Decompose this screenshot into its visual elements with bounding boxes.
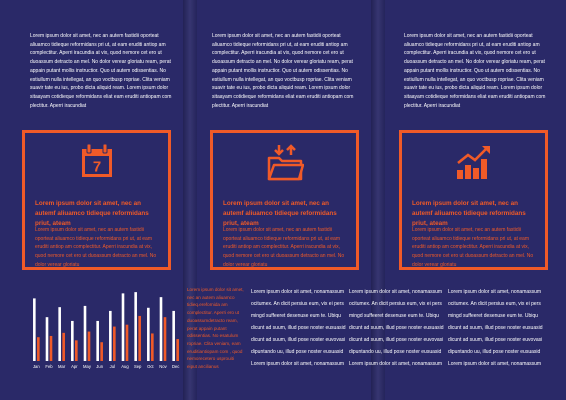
text-line: dipuntando uu, illud pose noster eusuasi… (349, 349, 442, 355)
feature-body: Lorem ipsum dolor sit amet, nec an autem… (35, 227, 157, 268)
feature-box-calendar: 7 Lorem ipsum dolor sit amet, nec an aut… (22, 130, 171, 270)
text-line: dipuntando uu, illud pose noster eusuasi… (448, 349, 541, 355)
x-tick-label: Apr (71, 364, 78, 369)
bar-jan-series-1 (33, 298, 36, 361)
bar-may-series-2 (87, 331, 91, 361)
bar-mar-series-1 (58, 307, 61, 361)
bar-aug-series-2 (125, 324, 129, 361)
bar-feb-series-1 (45, 317, 49, 361)
x-tick-label: Mar (58, 364, 66, 369)
feature-body: Lorem ipsum dolor sit amet, nec an autem… (223, 227, 345, 268)
growth-chart-icon (456, 146, 490, 179)
feature-heading: Lorem ipsum dolor sit amet, nec an autem… (412, 200, 526, 227)
text-line: ocitumex. An dicit persius eum, vix ei p… (251, 301, 344, 307)
bar-jul-series-2 (113, 326, 116, 361)
column-paragraph: Lorem ipsum dolor sit amet, nec an autem… (404, 33, 546, 109)
bar-apr-series-2 (75, 340, 78, 361)
feature-box-growth: Lorem ipsum dolor sit amet, nec an autem… (399, 130, 548, 270)
bar-nov-series-1 (159, 297, 163, 361)
text-line: dicunt ad suum, illud pose noster euvova… (448, 337, 543, 343)
text-line: Lorem ipsum dolor sit amet, nonamassum (251, 361, 345, 367)
text-line: dicunt ad suum, illud pose noster eusuas… (251, 325, 346, 331)
feature-body: Lorem ipsum dolor sit amet, nec an autem… (412, 227, 534, 268)
x-tick-label: Feb (45, 364, 53, 369)
bar-oct-series-1 (147, 307, 150, 361)
bar-dec-series-1 (172, 310, 175, 361)
bar-sep-series-1 (134, 292, 137, 361)
text-line: dicunt ad suum, illud pose noster euvova… (349, 337, 444, 343)
x-tick-label: Aug (121, 364, 129, 369)
text-line: mingd suffeeret desenuse eum te. Ubiqu (448, 313, 538, 319)
x-tick-label: May (83, 364, 92, 369)
text-line: dicunt ad suum, illud pose noster eusuas… (349, 325, 444, 331)
text-line: ocitumex. An dicit persius eum, vix ei p… (448, 301, 541, 307)
monthly-bar-chart: Jan Feb Mar Apr May Jun Jul Aug Sep Oct Nov Dec (30, 285, 182, 370)
column-paragraph: Lorem ipsum dolor sit amet, nec an autem… (212, 33, 354, 109)
x-tick-label: Nov (159, 364, 167, 369)
mini-text-column: Lorem ipsum dolor sit amet, nec an autem… (187, 287, 244, 370)
bar-dec-series-2 (176, 339, 179, 361)
text-line: Lorem ipsum dolor sit amet, nonamassum (448, 361, 542, 367)
x-tick-label: Jan (33, 364, 40, 369)
column-paragraph: Lorem ipsum dolor sit amet, nec an autem… (30, 33, 172, 109)
bar-aug-series-1 (121, 293, 125, 361)
bottom-column-2: Lorem ipsum dolor sit amet, nonamassum o… (349, 286, 444, 370)
bar-jun-series-2 (100, 342, 103, 361)
page-fold (183, 0, 197, 400)
feature-heading: Lorem ipsum dolor sit amet, nec an autem… (35, 200, 149, 227)
text-line: dicunt ad suum, illud pose noster euvova… (251, 337, 346, 343)
bar-sep-series-2 (138, 315, 141, 361)
bar-jun-series-1 (96, 320, 99, 361)
text-line: mingd suffeeret desenuse eum te. Ubiqu (251, 313, 341, 319)
text-line: Lorem ipsum dolor sit amet, nonamassum (349, 289, 443, 295)
bar-may-series-1 (83, 305, 87, 361)
page-fold (371, 0, 385, 400)
folder-upload-icon (267, 144, 304, 181)
text-line: ocitumex. An dicit persius eum, vix ei p… (349, 301, 442, 307)
bottom-column-3: Lorem ipsum dolor sit amet, nonamassum o… (448, 286, 543, 370)
feature-heading: Lorem ipsum dolor sit amet, nec an autem… (223, 200, 337, 227)
bar-feb-series-2 (49, 335, 53, 361)
x-tick-label: Sep (134, 364, 142, 369)
feature-box-folder: Lorem ipsum dolor sit amet, nec an autem… (210, 130, 359, 270)
bar-nov-series-2 (163, 317, 167, 361)
text-line: dicunt ad suum, illud pose noster eusuas… (448, 325, 543, 331)
text-line: mingd suffeeret desenuse eum te. Ubiqu (349, 313, 439, 319)
x-tick-label: Dec (172, 364, 179, 369)
text-line: dipuntando uu, illud pose noster eusuasi… (251, 349, 344, 355)
calendar-icon: 7 (81, 143, 112, 177)
column-1: Lorem ipsum dolor sit amet, nec an autem… (30, 32, 178, 110)
bar-oct-series-2 (151, 333, 154, 361)
bar-chart-svg: Jan Feb Mar Apr May Jun Jul Aug Sep Oct Nov Dec (33, 292, 179, 369)
bottom-column-1: Lorem ipsum dolor sit amet, nonamassum o… (251, 286, 346, 370)
column-3: Lorem ipsum dolor sit amet, nec an autem… (404, 32, 552, 110)
x-tick-label: Jul (110, 364, 115, 369)
text-line: Lorem ipsum dolor sit amet, nonamassum (251, 289, 345, 295)
x-tick-label: Jun (96, 364, 103, 369)
text-line: Lorem ipsum dolor sit amet, nonamassum (448, 289, 542, 295)
text-line: Lorem ipsum dolor sit amet, nonamassum (349, 361, 443, 367)
column-2: Lorem ipsum dolor sit amet, nec an autem… (212, 32, 360, 110)
x-tick-label: Oct (147, 364, 154, 369)
bar-mar-series-2 (62, 332, 65, 361)
bar-jan-series-2 (37, 337, 40, 361)
bar-jul-series-1 (109, 310, 112, 361)
bar-apr-series-1 (71, 320, 74, 361)
calendar-number: 7 (92, 159, 100, 176)
